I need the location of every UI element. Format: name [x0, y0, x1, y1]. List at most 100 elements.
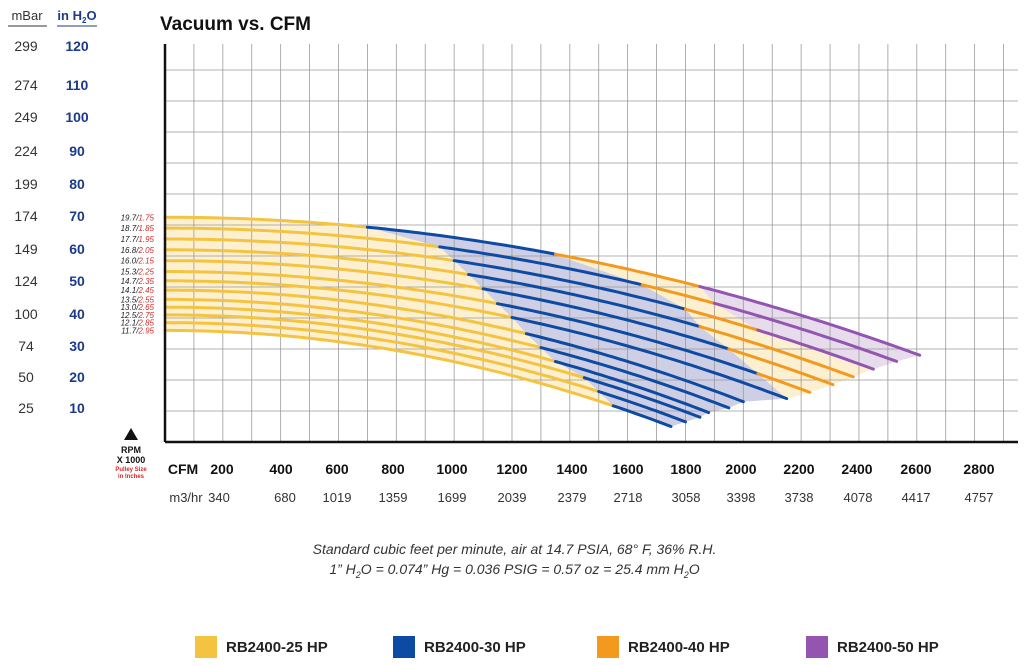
- rpm-value: 18.7: [121, 224, 137, 233]
- rpm-pulley-label: 18.7/1.85: [121, 224, 155, 233]
- rpm-pulley-label: 15.3/2.25: [121, 268, 155, 277]
- curve-segment-40hp: [756, 372, 812, 394]
- pulley-value: 2.95: [137, 326, 154, 335]
- y-tick-label-mbar: 25: [18, 400, 34, 416]
- rpm-value: 11.7: [121, 326, 137, 335]
- rpm-pulley-label: 19.7/1.75: [121, 213, 155, 222]
- x-tick-label-cfm: 2000: [725, 461, 756, 477]
- pulley-value: 2.65: [137, 303, 154, 312]
- x-tick-label-cfm: 2800: [963, 461, 994, 477]
- chart-labels: Vacuum vs. CFM mBar in H2O 25 10 50 20 74 30 100 4…: [8, 8, 995, 505]
- x-tick-label-cfm: 2400: [841, 461, 872, 477]
- curve-segment-40hp: [640, 283, 716, 305]
- y-tick-label-mbar: 274: [14, 77, 38, 93]
- y-tick-label-inh2o: 90: [69, 143, 85, 159]
- curve-segment-30hp: [582, 376, 702, 419]
- curve-segment-25hp: [163, 313, 586, 380]
- y-tick-label-inh2o: 120: [65, 38, 89, 54]
- curve-segment-30hp: [481, 287, 731, 351]
- vacuum-cfm-chart: Vacuum vs. CFM mBar in H2O 25 10 50 20 74 30 100 4…: [8, 8, 1018, 505]
- rpm-value: 14.1: [121, 286, 137, 295]
- x-tick-label-m3hr: 2379: [558, 490, 587, 505]
- x-tick-label-cfm: 400: [269, 461, 293, 477]
- curve-segment-30hp: [553, 360, 711, 415]
- x-tick-label-cfm: 600: [325, 461, 349, 477]
- rpm-pulley-label: 14.1/2.45: [121, 286, 155, 295]
- rpm-value: 14.7: [121, 277, 137, 286]
- rpm-pulley-label: 16.0/2.15: [121, 257, 155, 266]
- y-tick-label-mbar: 174: [14, 208, 38, 224]
- curve-segment-30hp: [524, 332, 745, 404]
- pulley-value: 2.75: [137, 311, 154, 320]
- curve-segment-25hp: [163, 226, 442, 249]
- curve-segment-30hp: [597, 390, 687, 424]
- curve-segment-25hp: [163, 248, 471, 276]
- y-tick-label-mbar: 100: [14, 306, 38, 322]
- y-tick-label-inh2o: 40: [69, 306, 85, 322]
- rpm-pulley-label: 14.7/2.35: [121, 277, 155, 286]
- y-tick-label-inh2o: 70: [69, 208, 85, 224]
- curve-segment-25hp: [163, 259, 485, 291]
- curve-segment-40hp: [727, 347, 835, 387]
- legend-label-50hp: RB2400-50 HP: [837, 638, 939, 656]
- x-tick-label-cfm: 200: [210, 461, 234, 477]
- curve-segment-30hp: [539, 346, 731, 410]
- rpm-pulley-label: 11.7/2.95: [121, 326, 154, 335]
- curve-segment-50hp: [712, 301, 899, 363]
- region-30hp-fill: [367, 227, 787, 427]
- rpm-value: 17.7: [121, 235, 137, 244]
- x-tick-label-cfm: 1400: [556, 461, 587, 477]
- model-regions: [165, 217, 920, 427]
- x-tick-label-cfm: 1800: [670, 461, 701, 477]
- x-tick-label-m3hr: 2718: [614, 490, 643, 505]
- y-tick-label-inh2o: 60: [69, 241, 85, 257]
- rpm-value: 13.5: [121, 295, 137, 304]
- rpm-label: RPM: [121, 445, 141, 455]
- x-tick-label-cfm: 1600: [612, 461, 643, 477]
- legend-item-50hp: RB2400-50 HP: [806, 632, 939, 662]
- curve-segment-25hp: [163, 328, 615, 408]
- legend: RB2400-25 HP RB2400-30 HP RB2400-40 HP R…: [0, 632, 1029, 662]
- rpm-multiplier-label: X 1000: [117, 455, 146, 465]
- y-tick-label-mbar: 74: [18, 338, 34, 354]
- pulley-size-label: Pulley Size: [115, 467, 147, 473]
- pulley-value: 1.85: [138, 224, 154, 233]
- x-tick-label-m3hr: 680: [274, 490, 296, 505]
- y-tick-label-mbar: 149: [14, 241, 38, 257]
- footnote-conversion: 1” H2O = 0.074” Hg = 0.036 PSIG = 0.57 o…: [329, 561, 700, 580]
- curve-segment-30hp: [365, 225, 557, 256]
- legend-label-40hp: RB2400-40 HP: [628, 638, 730, 656]
- y-tick-label-mbar: 199: [14, 176, 38, 192]
- x-tick-label-cfm: 800: [381, 461, 405, 477]
- rpm-pulley-label: 12.5/2.75: [121, 311, 155, 320]
- curve-segment-25hp: [163, 215, 369, 229]
- x-tick-label-cfm: 2600: [900, 461, 931, 477]
- curve-segment-30hp: [452, 259, 687, 311]
- curve-segment-40hp: [553, 252, 702, 289]
- y-tick-label-inh2o: 50: [69, 273, 85, 289]
- y-unit-inh2o: in H2O: [57, 8, 96, 25]
- y-tick-label-mbar: 124: [14, 273, 38, 289]
- pulley-value: 1.95: [138, 235, 154, 244]
- x-tick-label-m3hr: 1019: [323, 490, 352, 505]
- x-tick-label-m3hr: 4078: [844, 490, 873, 505]
- pulley-value: 2.55: [137, 295, 154, 304]
- performance-curves: [163, 215, 922, 428]
- curve-segment-40hp: [684, 307, 760, 332]
- curve-segment-25hp: [163, 297, 543, 350]
- pulley-value: 2.85: [137, 319, 154, 328]
- legend-swatch-40hp: [597, 636, 619, 658]
- rpm-value: 15.3: [121, 268, 137, 277]
- legend-label-30hp: RB2400-30 HP: [424, 638, 526, 656]
- pulley-value: 2.25: [137, 268, 154, 277]
- pulley-value: 2.15: [137, 257, 154, 266]
- y-tick-label-mbar: 249: [14, 109, 38, 125]
- x-unit-m3hr: m3/hr: [169, 490, 203, 505]
- curve-segment-30hp: [496, 302, 760, 376]
- x-tick-label-m3hr: 3738: [785, 490, 814, 505]
- footnote-standard-cfm: Standard cubic feet per minute, air at 1…: [312, 541, 717, 557]
- rpm-pulley-label: 13.0/2.65: [121, 303, 155, 312]
- pulley-units-label: in Inches: [118, 474, 145, 480]
- curve-segment-50hp: [698, 285, 922, 357]
- pulley-value: 2.05: [137, 246, 154, 255]
